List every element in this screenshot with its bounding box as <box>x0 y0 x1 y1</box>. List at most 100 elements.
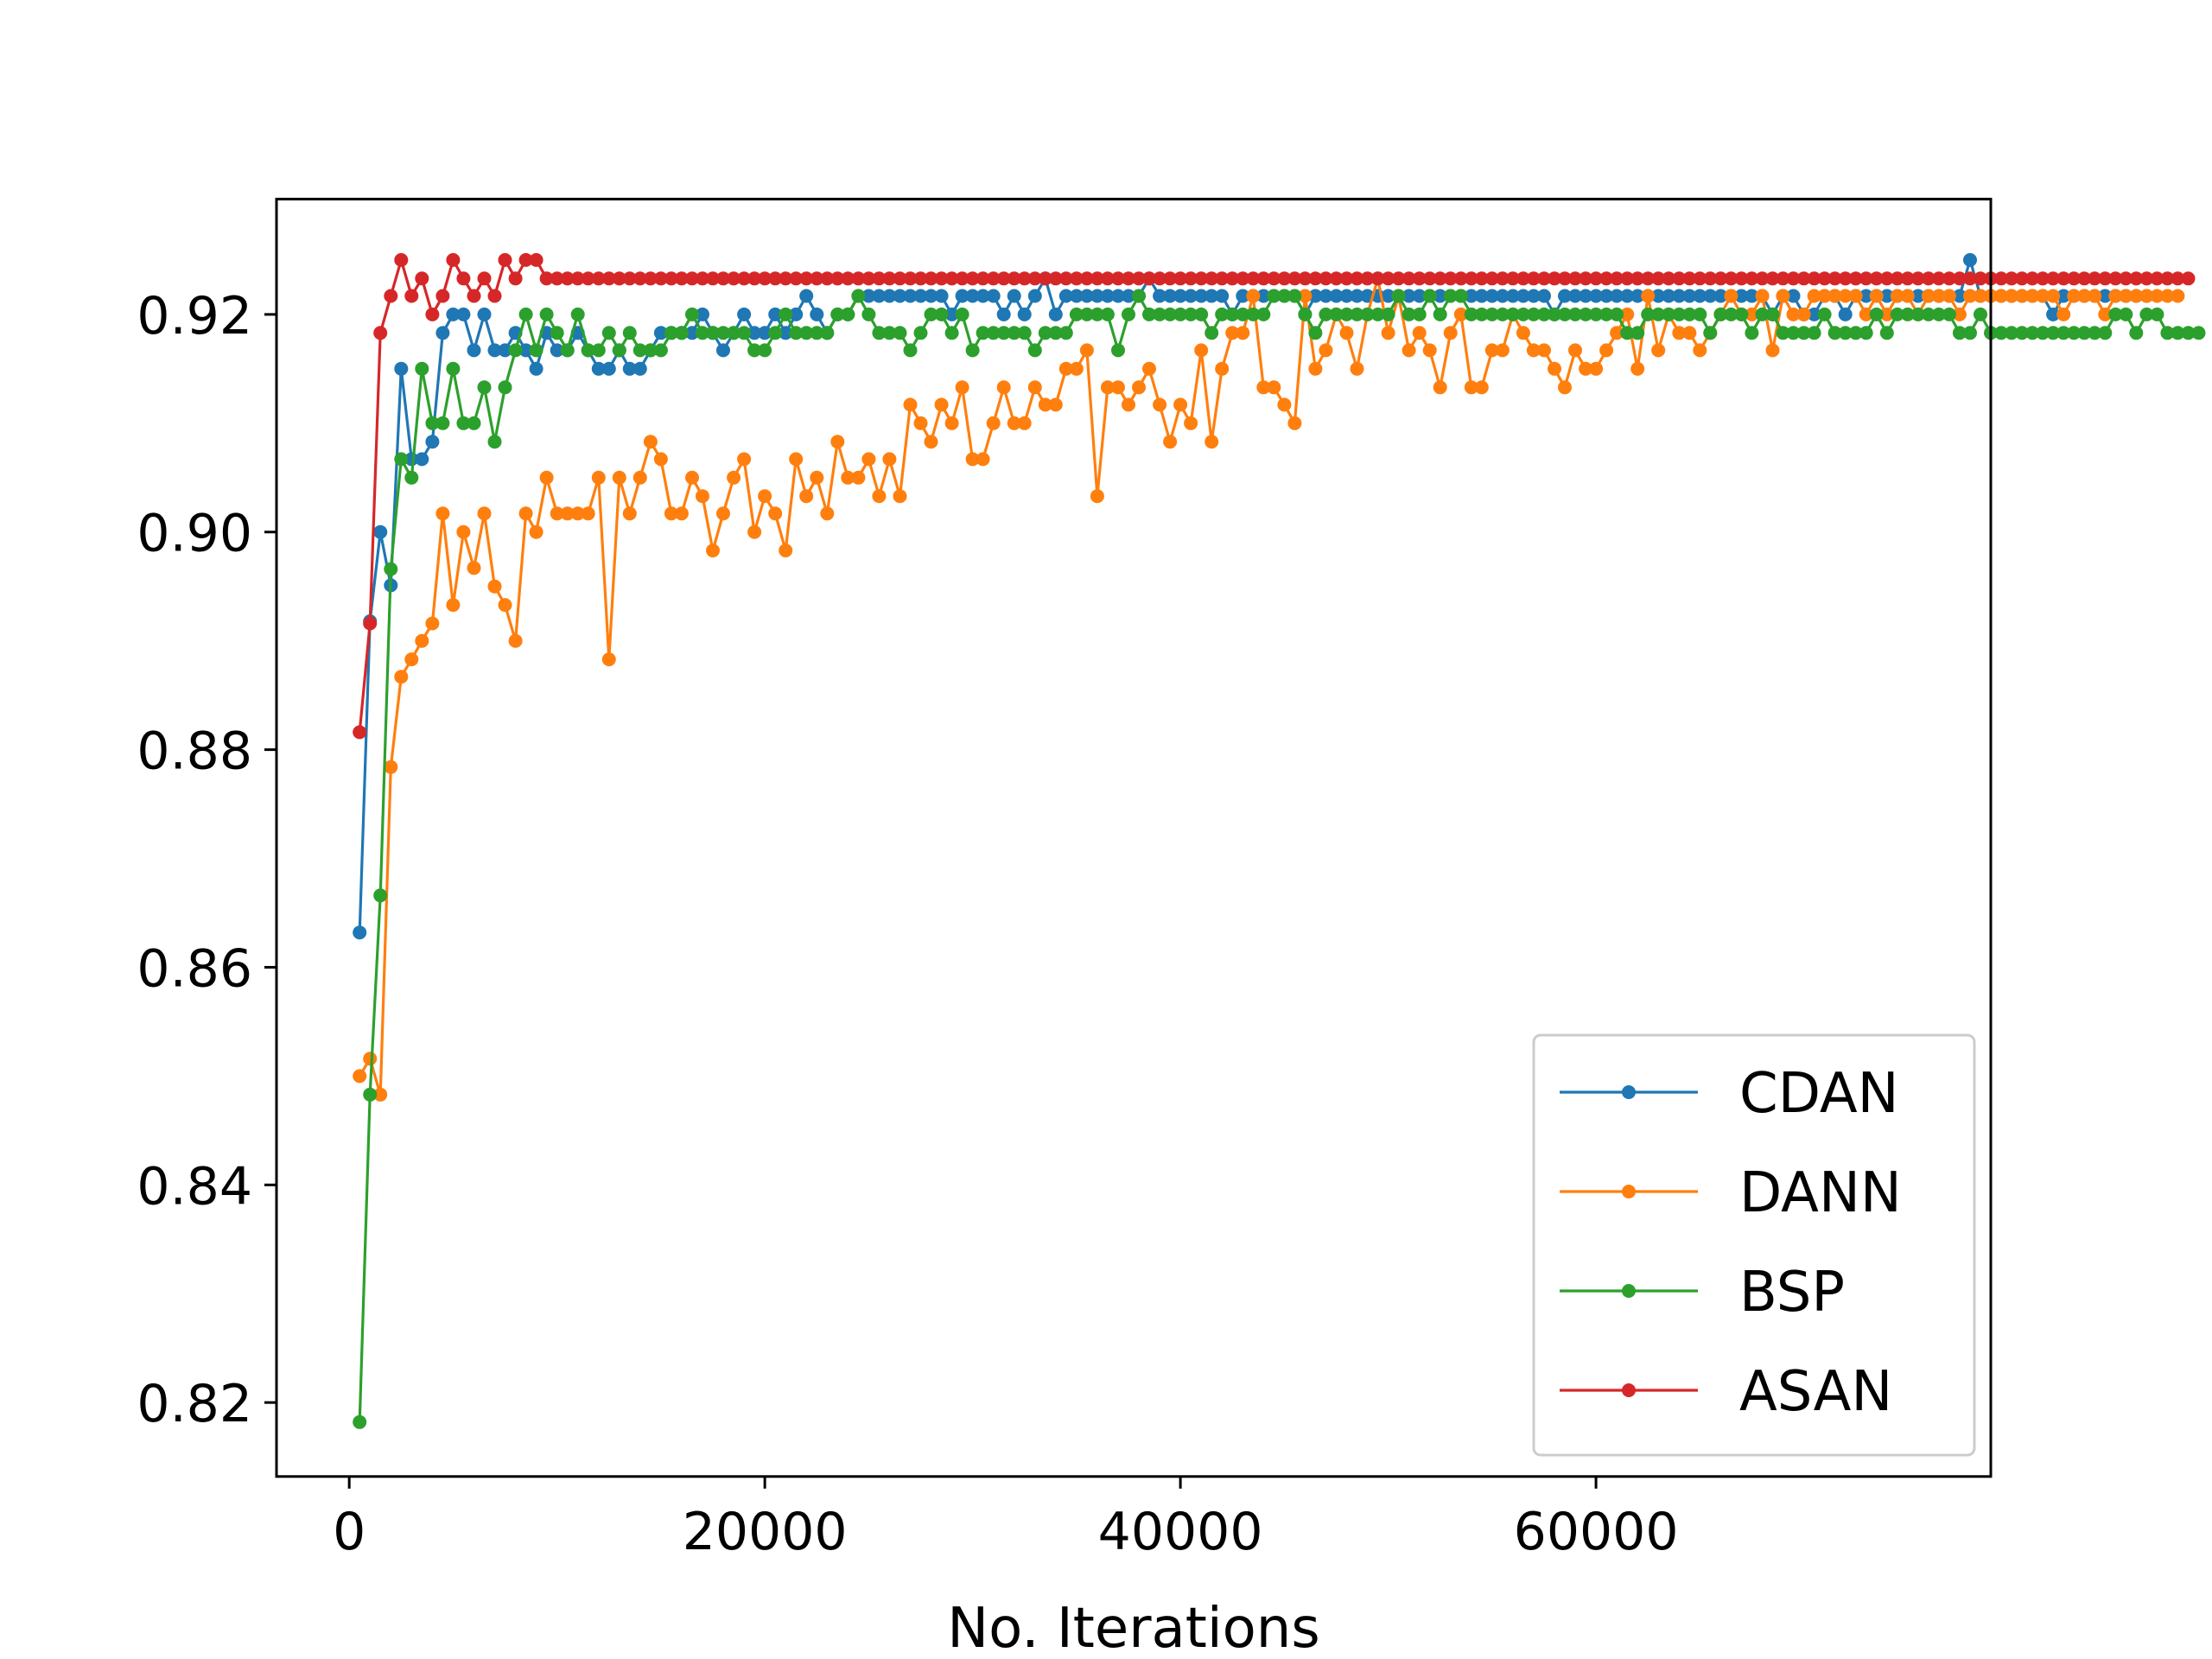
data-point-dann <box>1069 361 1084 376</box>
data-point-asan <box>696 271 709 286</box>
data-point-cdan <box>622 361 637 376</box>
data-point-bsp <box>1329 307 1344 321</box>
data-point-dann <box>1038 397 1052 412</box>
data-point-dann <box>1163 435 1178 449</box>
data-point-cdan <box>394 361 409 376</box>
data-point-bsp <box>1370 307 1385 321</box>
data-point-cdan <box>1713 289 1728 303</box>
data-point-bsp <box>425 416 440 430</box>
data-point-bsp <box>1807 326 1821 340</box>
data-point-dann <box>2171 289 2185 303</box>
data-point-bsp <box>1391 289 1406 303</box>
data-point-dann <box>1848 289 1863 303</box>
data-point-dann <box>2046 289 2061 303</box>
data-point-asan <box>2160 271 2175 286</box>
data-point-dann <box>1402 343 1416 358</box>
data-point-cdan <box>2098 289 2113 303</box>
data-point-bsp <box>1713 307 1728 321</box>
data-point-bsp <box>1693 307 1707 321</box>
data-point-dann <box>913 416 928 430</box>
data-point-asan <box>1058 271 1073 286</box>
data-point-asan <box>1879 271 1894 286</box>
data-point-asan <box>965 271 980 286</box>
data-point-bsp <box>1558 307 1572 321</box>
data-point-asan <box>1651 271 1666 286</box>
data-point-dann <box>820 506 835 521</box>
data-point-asan <box>1662 271 1676 286</box>
data-point-bsp <box>653 343 668 358</box>
data-point-bsp <box>1879 326 1894 340</box>
data-point-dann <box>2036 289 2050 303</box>
data-point-bsp <box>1651 307 1666 321</box>
data-point-asan <box>2181 271 2196 286</box>
data-point-dann <box>456 524 471 539</box>
data-point-asan <box>1703 271 1718 286</box>
data-point-dann <box>882 452 897 467</box>
legend: CDAN DANN BSP ASAN <box>1532 1033 1976 1457</box>
data-point-cdan <box>1153 289 1167 303</box>
data-point-cdan <box>1693 289 1707 303</box>
data-point-cdan <box>2046 307 2061 321</box>
data-point-asan <box>1277 271 1292 286</box>
data-point-dann <box>529 524 543 539</box>
data-point-dann <box>1267 380 1281 395</box>
data-point-dann <box>1890 289 1904 303</box>
data-point-dann <box>1422 343 1437 358</box>
legend-item-cdan: CDAN <box>1560 1062 1899 1126</box>
data-point-bsp <box>1277 289 1292 303</box>
data-point-dann <box>498 598 512 613</box>
data-point-asan <box>1007 271 1021 286</box>
data-point-bsp <box>1952 326 1967 340</box>
data-point-cdan <box>1734 289 1749 303</box>
x-axis-title: No. Iterations <box>947 1597 1319 1659</box>
data-point-bsp <box>779 307 793 321</box>
data-point-dann <box>1453 307 1468 321</box>
data-point-cdan <box>861 289 876 303</box>
data-point-asan <box>1693 271 1707 286</box>
data-point-dann <box>394 670 409 684</box>
data-point-cdan <box>934 289 949 303</box>
data-point-cdan <box>1952 289 1967 303</box>
data-point-dann <box>1610 326 1624 340</box>
data-point-asan <box>1495 271 1510 286</box>
data-point-bsp <box>539 307 554 321</box>
data-point-cdan <box>1537 289 1551 303</box>
y-tick-label: 0.92 <box>137 286 252 346</box>
data-point-dann <box>612 470 626 485</box>
data-point-asan <box>384 289 398 303</box>
legend-label-asan: ASAN <box>1739 1360 1892 1424</box>
data-point-bsp <box>1994 326 2008 340</box>
data-point-asan <box>591 271 606 286</box>
data-point-bsp <box>861 307 876 321</box>
data-point-cdan <box>2056 289 2071 303</box>
data-point-cdan <box>789 307 804 321</box>
data-point-cdan <box>913 289 928 303</box>
data-point-asan <box>1153 271 1167 286</box>
data-point-asan <box>1942 271 1956 286</box>
data-point-cdan <box>1579 289 1593 303</box>
data-point-cdan <box>685 326 699 340</box>
data-point-dann <box>872 489 887 504</box>
data-point-bsp <box>1215 307 1230 321</box>
data-point-cdan <box>1215 289 1230 303</box>
data-point-dann <box>1537 343 1551 358</box>
data-point-asan <box>1194 271 1209 286</box>
data-point-asan <box>2171 271 2185 286</box>
data-point-bsp <box>1122 307 1135 321</box>
data-point-asan <box>1142 271 1156 286</box>
data-point-bsp <box>570 307 585 321</box>
data-point-bsp <box>1298 307 1313 321</box>
data-point-asan <box>394 252 409 267</box>
data-point-cdan <box>1184 289 1198 303</box>
data-point-bsp <box>1402 307 1416 321</box>
data-point-dann <box>976 452 990 467</box>
data-point-bsp <box>1974 307 1987 321</box>
data-point-bsp <box>1734 307 1749 321</box>
data-point-asan <box>737 271 752 286</box>
data-point-cdan <box>893 289 907 303</box>
data-point-cdan <box>1879 289 1894 303</box>
data-point-bsp <box>1505 307 1520 321</box>
data-point-bsp <box>965 343 980 358</box>
data-point-asan <box>1859 271 1873 286</box>
